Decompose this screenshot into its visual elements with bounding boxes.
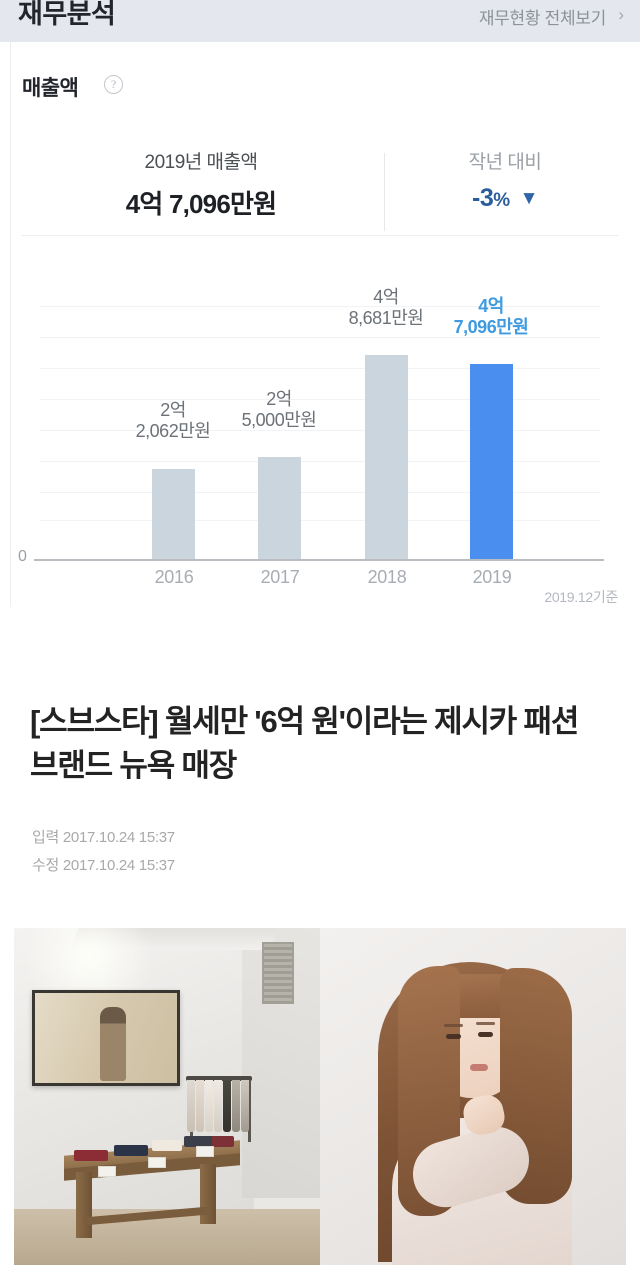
triangle-down-icon: ▼ bbox=[519, 188, 539, 209]
yoy-change-unit: % bbox=[493, 190, 510, 211]
yoy-change-label: 작년 대비 bbox=[468, 152, 542, 173]
folded-garment bbox=[212, 1136, 234, 1147]
article-headline: [스브스타] 월세만 '6억 원'이라는 제시카 패션 브랜드 뉴욕 매장 bbox=[30, 704, 579, 784]
chevron-right-icon[interactable]: › bbox=[618, 5, 624, 24]
bar-2016[interactable] bbox=[152, 469, 195, 560]
current-year-revenue-label: 2019년 매출액 bbox=[144, 152, 258, 173]
page-title: 재무분석 bbox=[18, 0, 116, 29]
wall-vent bbox=[262, 942, 294, 1004]
folded-garment bbox=[114, 1145, 148, 1156]
revenue-section-title: 매출액 bbox=[22, 77, 79, 100]
help-circle-icon[interactable]: ? bbox=[104, 75, 123, 94]
yoy-change-value: -3% ▼ bbox=[400, 184, 610, 213]
yoy-change: 작년 대비 -3% ▼ bbox=[400, 147, 610, 213]
framed-photo bbox=[32, 990, 180, 1086]
article-timestamps: 입력 2017.10.24 15:37 수정 2017.10.24 15:37 bbox=[32, 824, 175, 880]
article-photo bbox=[14, 928, 626, 1265]
chart-axis-line bbox=[34, 559, 604, 561]
bar-2018[interactable] bbox=[365, 355, 408, 560]
article-modified-stamp: 수정 2017.10.24 15:37 bbox=[32, 856, 175, 874]
bar-value-label-2019: 4억 7,096만원 bbox=[453, 296, 529, 338]
price-tag bbox=[148, 1157, 166, 1168]
revenue-summary: 2019년 매출액 4억 7,096만원 작년 대비 -3% ▼ bbox=[22, 147, 618, 247]
photo-store-interior bbox=[14, 928, 320, 1265]
revenue-bar-chart: 2억 2,062만원 2억 5,000만원 4억 8,681만원 4억 7,09… bbox=[0, 242, 640, 605]
summary-divider bbox=[384, 153, 385, 231]
chart-gridlines bbox=[40, 306, 600, 521]
view-all-financial-status-link[interactable]: 재무현황 전체보기 bbox=[478, 9, 606, 28]
chart-basis-note: 2019.12기준 bbox=[544, 589, 618, 605]
yoy-change-number: -3 bbox=[472, 184, 494, 212]
chart-bars bbox=[0, 242, 640, 560]
folded-garment bbox=[152, 1140, 182, 1151]
price-tag bbox=[98, 1166, 116, 1177]
clothing-rack bbox=[186, 1076, 252, 1081]
current-year-revenue-value: 4억 7,096만원 bbox=[125, 189, 277, 219]
hanging-clothes bbox=[187, 1080, 251, 1136]
tick-label-2019: 2019 bbox=[472, 567, 512, 587]
bar-2017[interactable] bbox=[258, 457, 301, 560]
finance-header-band: 재무분석 재무현황 전체보기 › bbox=[0, 0, 640, 42]
bar-value-label-2016: 2억 2,062만원 bbox=[135, 400, 211, 442]
tick-label-2018: 2018 bbox=[367, 567, 407, 587]
price-tag bbox=[196, 1146, 214, 1157]
bar-2019[interactable] bbox=[470, 364, 513, 560]
folded-garment bbox=[74, 1150, 108, 1161]
bar-value-label-2017: 2억 5,000만원 bbox=[241, 389, 317, 431]
revenue-card: 매출액 ? 2019년 매출액 4억 7,096만원 작년 대비 -3% ▼ bbox=[0, 42, 640, 607]
tick-label-2017: 2017 bbox=[260, 567, 300, 587]
photo-portrait bbox=[320, 928, 626, 1265]
folded-garment bbox=[184, 1136, 214, 1147]
article-published-stamp: 입력 2017.10.24 15:37 bbox=[32, 829, 175, 846]
bar-value-label-2018: 4억 8,681만원 bbox=[348, 287, 424, 329]
current-year-revenue: 2019년 매출액 4억 7,096만원 bbox=[22, 147, 380, 221]
tick-label-2016: 2016 bbox=[154, 567, 194, 587]
chart-zero-label: 0 bbox=[18, 548, 27, 565]
card-section-divider bbox=[22, 235, 618, 236]
